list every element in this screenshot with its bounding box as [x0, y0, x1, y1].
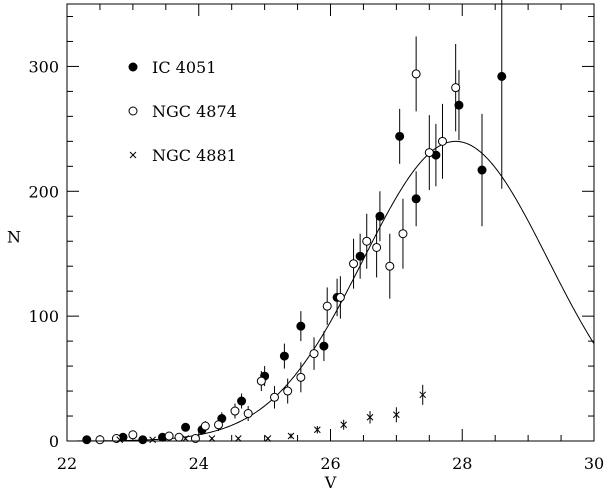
y-tick-label: 100 — [28, 307, 59, 326]
data-point — [366, 413, 374, 421]
legend-marker — [129, 151, 137, 159]
data-point — [349, 259, 359, 269]
cross-stroke — [419, 391, 427, 399]
cross-stroke — [313, 426, 321, 434]
data-point — [230, 406, 240, 416]
series-ic-4051 — [82, 0, 507, 445]
x-tick-label: 22 — [57, 454, 77, 473]
data-point — [128, 430, 138, 440]
data-point — [270, 392, 280, 402]
data-point — [411, 194, 421, 204]
y-tick-label: 0 — [49, 432, 59, 451]
cross-stroke — [287, 432, 295, 440]
legend-label: IC 4051 — [152, 58, 216, 77]
data-point — [340, 421, 348, 429]
data-point — [243, 409, 253, 419]
x-tick-label: 30 — [584, 454, 604, 473]
y-tick-label: 300 — [28, 57, 59, 76]
cross-stroke — [393, 411, 400, 419]
data-point — [256, 376, 266, 386]
data-point — [164, 431, 174, 441]
data-point — [283, 386, 293, 396]
data-point — [372, 242, 382, 252]
data-point — [296, 321, 306, 331]
plot-frame — [66, 3, 595, 442]
x-tick-label: 24 — [189, 454, 209, 473]
x-axis-label: V — [324, 473, 337, 492]
series-ngc-4874 — [95, 36, 461, 445]
cross-stroke — [340, 421, 348, 429]
data-point — [355, 251, 365, 261]
data-point — [237, 396, 247, 406]
data-point — [477, 165, 487, 175]
data-point — [319, 341, 329, 351]
cross-stroke — [116, 436, 124, 444]
data-point — [411, 69, 421, 79]
data-point — [398, 229, 408, 239]
data-point — [322, 301, 332, 311]
data-point — [279, 351, 289, 361]
data-point — [497, 71, 507, 81]
legend-item-ngc-4881: NGC 4881 — [129, 146, 237, 165]
y-axis-label: N — [7, 228, 21, 247]
data-point — [95, 435, 105, 445]
data-point — [451, 83, 461, 93]
legend-label: NGC 4881 — [152, 146, 237, 165]
data-point — [419, 391, 427, 399]
data-point — [393, 411, 400, 419]
data-point — [424, 148, 434, 158]
data-point — [82, 435, 92, 445]
axis-ticks — [66, 4, 595, 442]
data-point — [437, 136, 447, 146]
cross-stroke — [129, 151, 137, 159]
model-curve-group — [67, 140, 595, 442]
data-point — [313, 426, 321, 434]
data-point — [149, 436, 156, 444]
model-curve — [67, 140, 595, 442]
legend-marker — [128, 62, 138, 72]
series-ngc-4881 — [116, 384, 427, 444]
cross-stroke — [149, 436, 156, 444]
data-point — [138, 435, 148, 445]
x-tick-label: 26 — [320, 454, 340, 473]
data-point — [116, 436, 124, 444]
data-point — [174, 432, 184, 442]
data-point — [287, 432, 295, 440]
data-point — [454, 100, 464, 110]
data-series-group — [82, 0, 507, 445]
data-point — [214, 420, 224, 430]
legend-label: NGC 4874 — [152, 102, 237, 121]
legend: IC 4051 NGC 4874 NGC 4881 — [128, 58, 237, 165]
legend-item-ic-4051: IC 4051 — [128, 58, 216, 77]
data-point — [200, 421, 210, 431]
data-point — [181, 422, 191, 432]
data-point — [362, 236, 372, 246]
data-point — [296, 372, 306, 382]
x-tick-label: 28 — [452, 454, 472, 473]
data-point — [395, 131, 405, 141]
data-point — [309, 349, 319, 359]
y-tick-label: 200 — [28, 182, 59, 201]
data-point — [335, 292, 345, 302]
data-point — [375, 211, 385, 221]
data-point — [385, 261, 395, 271]
legend-item-ngc-4874: NGC 4874 — [128, 102, 237, 121]
legend-marker — [128, 106, 138, 116]
cross-stroke — [366, 413, 374, 421]
